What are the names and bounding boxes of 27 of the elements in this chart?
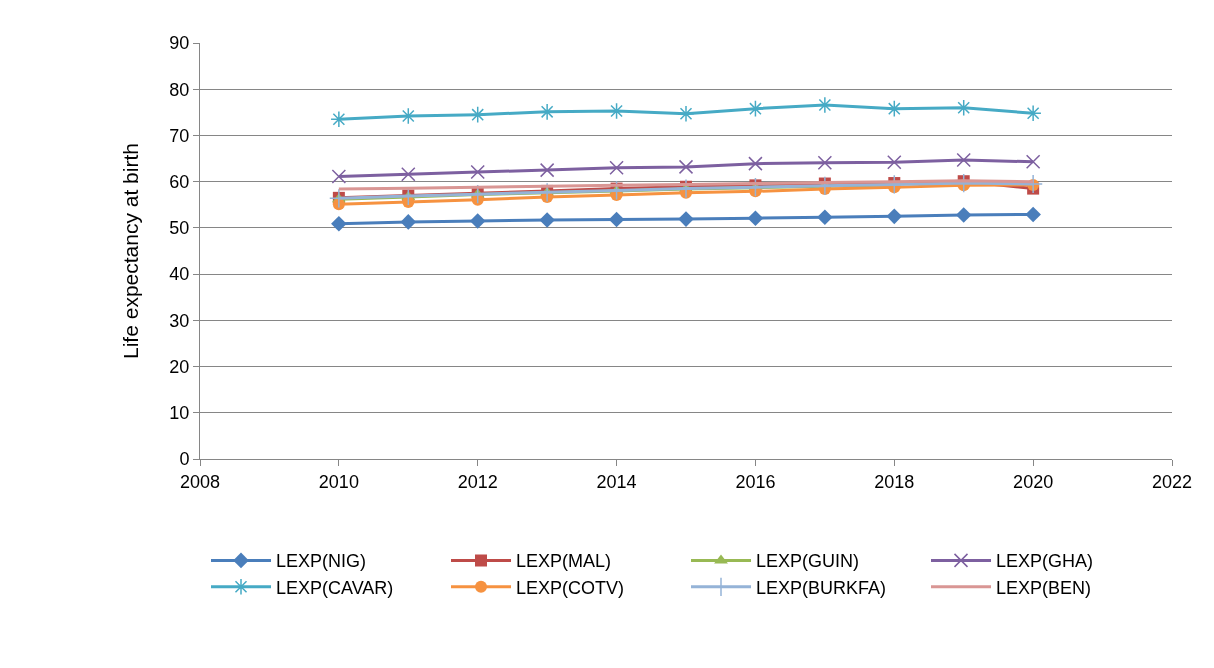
- x-tick-label: 2010: [318, 471, 359, 492]
- y-tick-label: 70: [169, 125, 190, 146]
- x-tick-label: 2012: [457, 471, 498, 492]
- y-tick-label: 20: [169, 356, 190, 377]
- legend-label: LEXP(COTV): [516, 577, 625, 598]
- legend-label: LEXP(BEN): [996, 577, 1092, 598]
- y-tick-label: 10: [169, 403, 190, 424]
- y-axis-title: Life expectancy at birth: [118, 143, 142, 359]
- x-tick-label: 2016: [735, 471, 776, 492]
- legend-label: LEXP(CAVAR): [276, 577, 394, 598]
- legend-label: LEXP(MAL): [516, 551, 612, 572]
- legend-label: LEXP(GHA): [996, 551, 1094, 572]
- x-tick-label: 2008: [179, 471, 221, 492]
- legend-label: LEXP(BURKFA): [756, 577, 887, 598]
- y-tick-label: 40: [169, 264, 190, 285]
- y-tick-label: 60: [169, 171, 190, 192]
- y-tick-label: 30: [169, 310, 190, 331]
- x-tick-label: 2020: [1013, 471, 1054, 492]
- legend-label: LEXP(GUIN): [756, 551, 860, 572]
- x-tick-label: 2018: [874, 471, 915, 492]
- y-tick-label: 0: [179, 449, 190, 470]
- x-tick-label: 2014: [596, 471, 637, 492]
- y-tick-label: 80: [169, 79, 190, 100]
- legend-label: LEXP(NIG): [276, 551, 367, 572]
- x-tick-label: 2022: [1151, 471, 1193, 492]
- y-tick-label: 50: [169, 218, 190, 239]
- y-tick-label: 90: [169, 33, 190, 54]
